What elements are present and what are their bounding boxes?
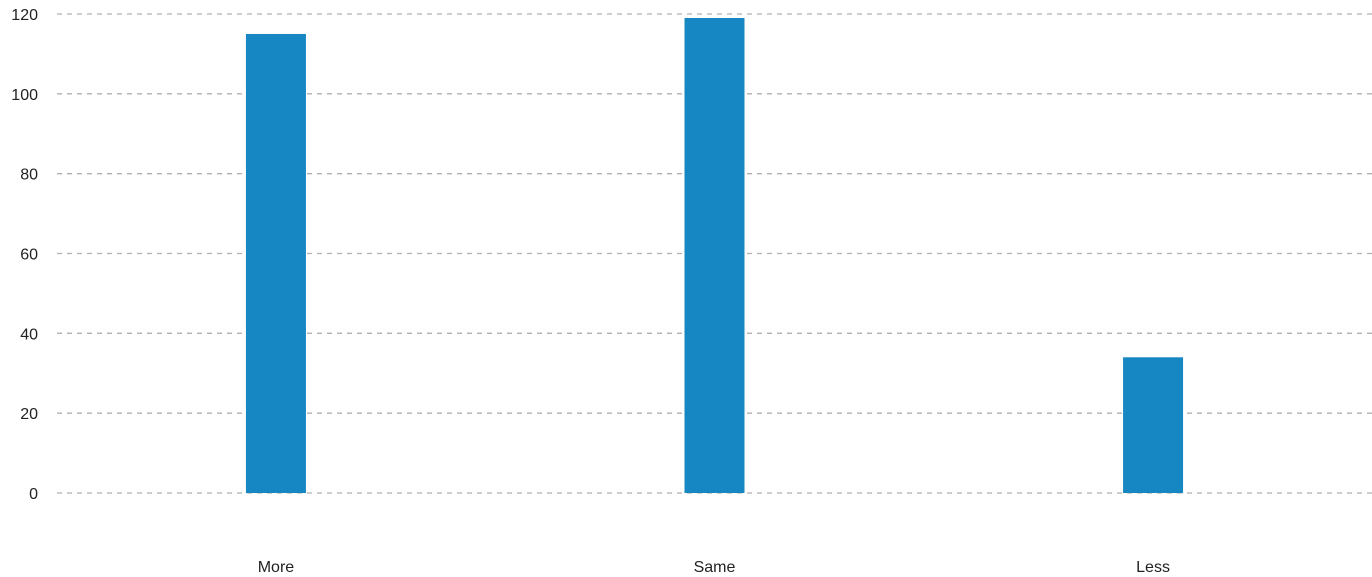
x-category-label-less: Less xyxy=(1136,559,1170,576)
y-tick-label: 0 xyxy=(29,486,38,503)
bar-more xyxy=(245,33,306,493)
y-tick-label: 60 xyxy=(20,247,38,264)
y-tick-label: 100 xyxy=(11,87,38,104)
y-tick-label: 80 xyxy=(20,167,38,184)
bar-layer xyxy=(245,17,1184,493)
y-tick-label: 120 xyxy=(11,7,38,24)
y-tick-label: 20 xyxy=(20,406,38,423)
y-axis-tick-labels: 0 20 40 60 80 100 120 xyxy=(11,7,38,503)
x-category-label-more: More xyxy=(258,559,295,576)
x-axis-category-labels: More Same Less xyxy=(258,559,1170,576)
x-category-label-same: Same xyxy=(694,559,736,576)
bar-same xyxy=(684,17,745,493)
y-tick-label: 40 xyxy=(20,326,38,343)
bar-less xyxy=(1123,357,1184,493)
